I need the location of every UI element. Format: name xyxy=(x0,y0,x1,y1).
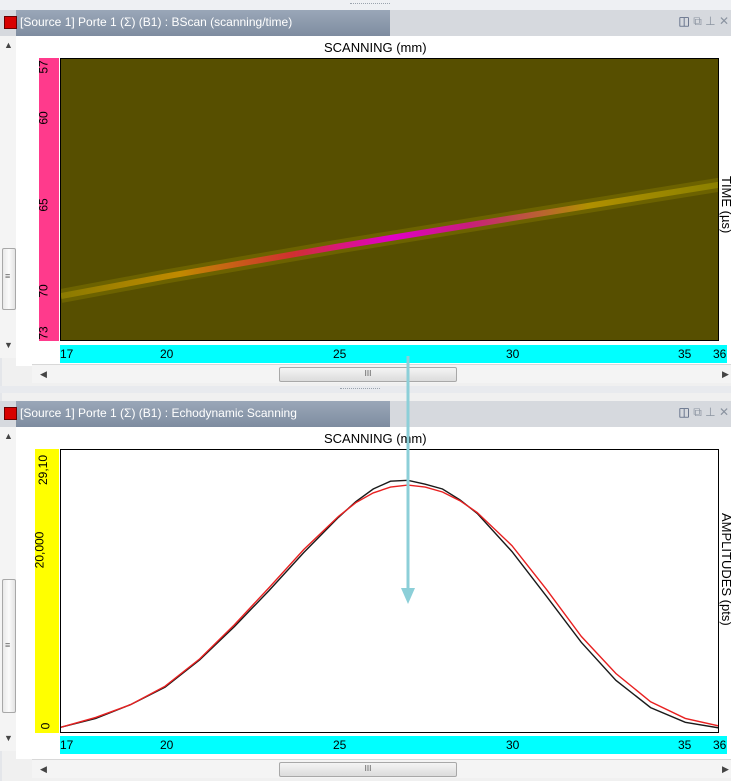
scroll-grip-icon: III xyxy=(364,764,372,773)
bscan-ridge xyxy=(61,181,718,299)
bscan-x-axis xyxy=(60,345,727,363)
bscan-x-tick: 30 xyxy=(506,347,520,361)
scroll-grip-icon: ≡ xyxy=(5,271,11,281)
bscan-x-tick: 20 xyxy=(160,347,174,361)
echo-x-tick: 17 xyxy=(60,738,74,752)
bscan-x-tick: 17 xyxy=(60,347,74,361)
echo-horizontal-scrollbar[interactable]: ◀ III ▶ xyxy=(32,759,731,778)
red-square-icon xyxy=(4,407,17,420)
scroll-grip-icon: ≡ xyxy=(5,640,11,650)
bscan-y-tick: 57 xyxy=(36,60,51,74)
top-splitter[interactable] xyxy=(0,0,731,10)
scroll-right-arrow-icon[interactable]: ▶ xyxy=(722,369,729,379)
bscan-x-tick: 25 xyxy=(333,347,347,361)
bscan-vertical-scrollbar[interactable]: ▲ ≡ ▼ xyxy=(0,36,17,358)
close-icon[interactable]: ✕ xyxy=(718,405,729,419)
bscan-y-tick: 70 xyxy=(36,284,51,298)
echo-y-tick: 20,000 xyxy=(32,531,47,569)
scroll-grip-icon: III xyxy=(364,369,372,378)
bscan-y-axis xyxy=(39,58,59,341)
splitter-grip-dots xyxy=(350,3,390,6)
echo-x-tick: 30 xyxy=(506,738,520,752)
splitter-grip-dots xyxy=(340,388,380,391)
bscan-x-tick: 35 xyxy=(678,347,692,361)
echo-hscroll-thumb[interactable]: III xyxy=(279,762,457,777)
bscan-x-axis-title: SCANNING (mm) xyxy=(324,40,427,55)
bscan-x-tick: 36 xyxy=(713,347,727,361)
left-splitter[interactable] xyxy=(0,10,2,781)
echo-series-line-1 xyxy=(61,484,718,728)
bscan-window-controls: ◫ ⧉ ⊥ ✕ xyxy=(679,14,729,29)
bscan-y-tick: 60 xyxy=(36,111,51,125)
scroll-right-arrow-icon[interactable]: ▶ xyxy=(722,764,729,774)
echo-x-tick: 25 xyxy=(333,738,347,752)
cursor-arrowhead-icon xyxy=(401,588,415,604)
echo-vscroll-thumb[interactable]: ≡ xyxy=(2,579,16,713)
cylinder-icon[interactable]: ◫ xyxy=(678,14,690,28)
bscan-y-tick: 73 xyxy=(36,326,51,340)
echo-titlebar[interactable]: [Source 1] Porte 1 (Σ) (B1) : Echodynami… xyxy=(0,401,731,428)
bscan-horizontal-scrollbar[interactable]: ◀ III ▶ xyxy=(32,364,731,383)
cylinder-icon[interactable]: ◫ xyxy=(678,405,690,419)
echo-title: [Source 1] Porte 1 (Σ) (B1) : Echodynami… xyxy=(20,406,297,420)
echo-y-axis-title: AMPLITUDES (pts) xyxy=(719,513,731,626)
echo-plot-area: SCANNING (mm) 29,10 20,000 0 AMPLITUDES … xyxy=(16,427,731,759)
bscan-heatmap[interactable] xyxy=(60,58,719,341)
bscan-panel: [Source 1] Porte 1 (Σ) (B1) : BScan (sca… xyxy=(0,10,731,386)
echo-window-controls: ◫ ⧉ ⊥ ✕ xyxy=(679,405,729,420)
echo-y-tick: 0 xyxy=(38,722,53,730)
bscan-y-axis-title: TIME (µs) xyxy=(719,176,731,234)
restore-window-icon[interactable]: ⧉ xyxy=(693,405,702,419)
bscan-titlebar[interactable]: [Source 1] Porte 1 (Σ) (B1) : BScan (sca… xyxy=(0,10,731,37)
scroll-left-arrow-icon[interactable]: ◀ xyxy=(40,764,47,774)
echo-x-tick: 20 xyxy=(160,738,174,752)
echo-x-tick: 36 xyxy=(713,738,727,752)
echo-x-axis-title: SCANNING (mm) xyxy=(324,431,427,446)
echo-title-tab[interactable]: [Source 1] Porte 1 (Σ) (B1) : Echodynami… xyxy=(4,401,390,427)
echo-x-tick: 35 xyxy=(678,738,692,752)
scroll-up-arrow-icon[interactable]: ▲ xyxy=(4,431,13,441)
echo-y-tick: 29,10 xyxy=(36,454,51,486)
bscan-vscroll-thumb[interactable]: ≡ xyxy=(2,248,16,310)
echo-series-line-0 xyxy=(61,479,718,729)
bscan-plot-area: SCANNING (mm) 57 60 65 70 73 TIME (µs) 1… xyxy=(16,36,731,366)
pin-icon[interactable]: ⊥ xyxy=(705,14,716,28)
bscan-hscroll-thumb[interactable]: III xyxy=(279,367,457,382)
bscan-y-tick: 65 xyxy=(36,198,51,212)
bscan-title: [Source 1] Porte 1 (Σ) (B1) : BScan (sca… xyxy=(20,15,293,29)
bscan-title-tab[interactable]: [Source 1] Porte 1 (Σ) (B1) : BScan (sca… xyxy=(4,10,390,36)
echo-chart[interactable] xyxy=(60,449,719,733)
close-icon[interactable]: ✕ xyxy=(718,14,729,28)
cursor-arrow xyxy=(401,356,415,604)
echo-panel: [Source 1] Porte 1 (Σ) (B1) : Echodynami… xyxy=(0,401,731,781)
red-square-icon xyxy=(4,16,17,29)
scroll-left-arrow-icon[interactable]: ◀ xyxy=(40,369,47,379)
echo-vertical-scrollbar[interactable]: ▲ ≡ ▼ xyxy=(0,427,17,751)
restore-window-icon[interactable]: ⧉ xyxy=(693,14,702,28)
scroll-down-arrow-icon[interactable]: ▼ xyxy=(4,733,13,743)
pin-icon[interactable]: ⊥ xyxy=(705,405,716,419)
echo-x-axis xyxy=(60,736,727,754)
scroll-up-arrow-icon[interactable]: ▲ xyxy=(4,40,13,50)
echo-y-axis xyxy=(35,449,59,733)
scroll-down-arrow-icon[interactable]: ▼ xyxy=(4,340,13,350)
panel-splitter[interactable] xyxy=(0,386,731,393)
